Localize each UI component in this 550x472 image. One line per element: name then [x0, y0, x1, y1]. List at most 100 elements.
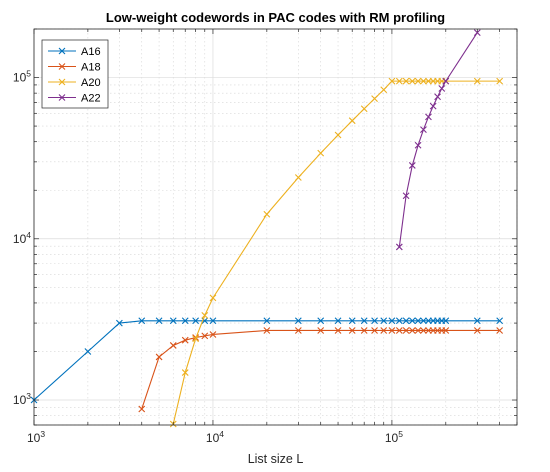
data-point [442, 77, 450, 85]
data-point [402, 327, 410, 334]
data-point [115, 319, 123, 327]
data-point [169, 317, 177, 325]
axis-ticks: 103 104 105 103 104 105 [13, 28, 518, 445]
data-point [414, 77, 422, 85]
data-point [380, 86, 388, 94]
series-line-a22 [398, 32, 478, 248]
legend-label: A18 [81, 62, 101, 74]
legend-label: A16 [81, 46, 101, 58]
data-point [294, 174, 302, 181]
data-point [348, 117, 356, 125]
data-point [138, 317, 146, 325]
legend-marker [58, 63, 66, 70]
data-point [402, 77, 410, 85]
data-point [371, 327, 378, 334]
y-tick-label: 104 [13, 230, 31, 246]
data-point [334, 317, 342, 325]
data-point [395, 317, 403, 325]
data-point [438, 85, 446, 92]
data-point [395, 77, 403, 85]
data-point [360, 317, 368, 325]
data-point [420, 126, 427, 134]
data-point [263, 327, 271, 334]
series-a18 [138, 327, 504, 413]
legend: A16 A18 A20 A22 [41, 39, 109, 109]
data-point [181, 369, 189, 376]
data-point [380, 327, 388, 334]
series-line-a18 [141, 329, 500, 410]
chart-title: Low-weight codewords in PAC codes with R… [106, 10, 445, 25]
data-point [192, 335, 200, 343]
data-point [263, 317, 271, 325]
data-point [169, 342, 177, 349]
data-point [155, 317, 163, 325]
data-point [420, 327, 427, 334]
data-point [263, 210, 271, 218]
x-tick-label: 105 [385, 429, 403, 445]
y-tick-label: 103 [13, 391, 31, 407]
data-point [84, 348, 92, 355]
data-point [317, 149, 325, 157]
data-point [496, 77, 504, 85]
data-point [473, 317, 481, 325]
data-point [317, 327, 325, 334]
data-point [414, 317, 422, 325]
data-point [420, 77, 427, 85]
data-point [408, 77, 416, 85]
series-a20 [169, 77, 504, 428]
data-point [402, 317, 410, 325]
data-point [473, 77, 481, 85]
data-point [425, 113, 432, 121]
data-point [408, 162, 416, 169]
data-point [201, 311, 209, 319]
data-point [371, 95, 378, 103]
legend-label: A20 [81, 77, 101, 89]
plot-frame [33, 28, 518, 426]
data-point [209, 317, 217, 325]
series-line-a20 [172, 80, 500, 425]
data-point [420, 317, 427, 325]
data-point [348, 317, 356, 325]
data-point [201, 332, 209, 340]
series-a22 [395, 29, 481, 251]
data-point [408, 317, 416, 325]
data-point [442, 327, 450, 334]
data-point [395, 327, 403, 334]
data-point [473, 29, 481, 36]
data-point [371, 317, 378, 325]
data-point [388, 77, 396, 85]
legend-marker [58, 94, 66, 101]
legend-marker [58, 78, 66, 86]
data-point [395, 243, 403, 251]
legend-marker [58, 47, 66, 55]
data-point [294, 317, 302, 325]
data-point [442, 317, 450, 325]
series-a16 [30, 317, 504, 404]
data-point [402, 192, 410, 200]
data-point [209, 294, 217, 302]
data-point [496, 327, 504, 334]
data-point [334, 131, 342, 139]
data-point [334, 327, 342, 334]
data-point [408, 327, 416, 334]
x-axis-label: List size L [248, 452, 304, 466]
data-point [473, 327, 481, 334]
data-point [434, 93, 441, 101]
data-point [414, 141, 422, 149]
data-point [360, 327, 368, 334]
data-point [360, 105, 368, 113]
data-point [209, 331, 217, 338]
data-point [317, 317, 325, 325]
x-tick-label: 103 [27, 429, 45, 445]
data-point [380, 317, 388, 325]
data-point [414, 327, 422, 334]
data-point [388, 327, 396, 334]
series-line-a16 [33, 320, 500, 401]
y-tick-label: 105 [13, 69, 31, 85]
data-point [192, 317, 200, 325]
data-point [429, 102, 437, 110]
data-point [496, 317, 504, 325]
data-point [294, 327, 302, 334]
data-point [181, 336, 189, 344]
grid [33, 28, 518, 426]
